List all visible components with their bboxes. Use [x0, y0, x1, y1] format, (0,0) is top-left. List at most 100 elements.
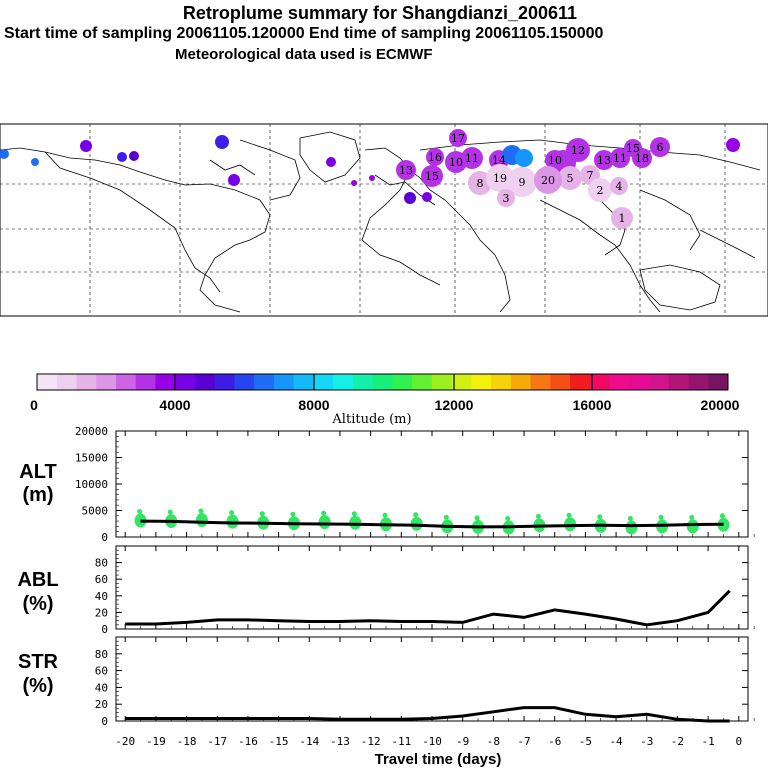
- colorbar-tick-0: 0: [30, 397, 38, 413]
- series-line-abl: [125, 589, 731, 627]
- map-cluster-marker: [468, 171, 492, 195]
- colorbar-swatch: [194, 374, 216, 390]
- colorbar-swatch: [333, 374, 354, 390]
- map-cluster-marker: [461, 147, 483, 169]
- map-cluster-marker: [610, 177, 628, 195]
- map-cluster-label: 3: [503, 192, 510, 205]
- map-cluster-label: 18: [635, 152, 649, 165]
- colorbar-swatch: [649, 374, 670, 390]
- map-cluster-marker: [0, 149, 9, 159]
- str-panel-name: STR: [18, 651, 59, 673]
- map-cluster-label: 7: [587, 169, 594, 182]
- y-tick-label: 5000: [82, 505, 109, 518]
- map-cluster-label: 10: [449, 156, 463, 169]
- map-cluster-marker: [449, 129, 467, 147]
- alt-cluster-point-upper: [137, 509, 143, 515]
- x-tick-label: -8: [487, 735, 500, 748]
- colorbar-swatch: [175, 374, 196, 390]
- map-cluster-label: 15: [425, 170, 439, 183]
- colorbar-swatch: [668, 374, 690, 390]
- alt-cluster-point-upper: [535, 513, 541, 519]
- y-tick-label: 80: [95, 557, 108, 570]
- map-cluster-marker: [80, 140, 92, 152]
- map-cluster-marker: [215, 135, 229, 149]
- map-cluster-label: 6: [657, 141, 664, 154]
- map-cluster-label: 16: [428, 151, 442, 164]
- alt-cluster-point-upper: [597, 514, 603, 520]
- map-cluster-label: 13: [399, 164, 413, 177]
- y-tick-label: 60: [95, 573, 108, 586]
- map-cluster-label: 4: [616, 180, 623, 193]
- map-cluster-marker: [129, 151, 139, 161]
- x-tick-label: 0: [735, 735, 742, 748]
- x-tick-label: -13: [330, 735, 350, 748]
- map-coastlines: [0, 131, 761, 313]
- colorbar-tick-16000: 16000: [573, 397, 612, 413]
- x-tick-label: -12: [361, 735, 381, 748]
- map-cluster-marker: [486, 164, 514, 192]
- alt-cluster-point-upper: [290, 511, 296, 517]
- map-cluster-label: 14: [492, 154, 506, 167]
- colorbar-swatch: [412, 374, 433, 390]
- x-tick-label: -5: [579, 735, 592, 748]
- map-cluster-label: 20: [541, 174, 555, 187]
- x-tick-label: -19: [146, 735, 166, 748]
- x-tick-label: -9: [456, 735, 469, 748]
- x-tick-label: -7: [517, 735, 530, 748]
- panel-abl: 80 60 40 20 0: [95, 545, 755, 636]
- map-cluster-marker: [534, 166, 562, 194]
- map-cluster-marker: [515, 149, 533, 167]
- x-axis-tick-labels: -20 -19 -18 -17 -16 -15 -14 -13 -12 -11 -10 -9 -8 -7-…: [115, 735, 742, 748]
- alt-cluster-point-upper: [719, 513, 725, 519]
- colorbar-swatch: [313, 374, 334, 390]
- map-cluster-marker: [31, 158, 39, 166]
- colorbar-tick-12000: 12000: [435, 397, 474, 413]
- x-tick-label: -4: [609, 735, 623, 748]
- y-tick-label: 20000: [75, 425, 108, 438]
- x-tick-label: -1: [701, 735, 714, 748]
- colorbar-swatch: [214, 374, 235, 390]
- panel-frame: [115, 636, 749, 722]
- series-line-alt: [140, 519, 724, 529]
- colorbar-swatch: [688, 374, 709, 390]
- map-cluster-label: 11: [613, 152, 627, 165]
- x-tick-label: -2: [671, 735, 684, 748]
- map-cluster-label: 10: [548, 154, 562, 167]
- colorbar-swatch: [550, 374, 571, 390]
- alt-cluster-point-upper: [566, 512, 572, 518]
- y-tick-label: 20: [95, 698, 108, 711]
- colorbar-swatch: [96, 374, 117, 390]
- colorbar-tick-4000: 4000: [159, 397, 190, 413]
- colorbar-swatch: [254, 374, 275, 390]
- alt-cluster-point-upper: [259, 511, 265, 517]
- colorbar-swatch: [708, 374, 729, 390]
- y-tick-label: 0: [101, 715, 108, 728]
- map-cluster-label: 12: [571, 144, 585, 157]
- colorbar-swatch: [570, 374, 591, 390]
- colorbar-swatch: [609, 374, 630, 390]
- map-cluster-label: 13: [597, 154, 611, 167]
- panel-frame: [115, 545, 749, 630]
- alt-cluster-point: [349, 515, 362, 530]
- alt-panel-name: ALT: [19, 461, 56, 483]
- x-tick-label: -20: [115, 735, 135, 748]
- map-cluster-marker: [426, 148, 444, 166]
- alt-cluster-point-upper: [474, 515, 480, 521]
- colorbar-swatch: [155, 374, 176, 390]
- y-tick-label: 15000: [75, 452, 108, 465]
- met-data-note: Meteorological data used is ECMWF: [175, 46, 433, 63]
- x-axis-label: Travel time (days): [375, 751, 502, 768]
- colorbar-frame: [36, 373, 729, 391]
- alt-cluster-point: [686, 519, 699, 534]
- map-cluster-label: 1: [619, 212, 626, 225]
- map-cluster-label: 8: [477, 177, 484, 190]
- time-series-panels: 20000 15000 10000 5000 0 80 60 40 20 0 80 60 40 20 0: [75, 425, 755, 728]
- colorbar-swatch: [115, 374, 137, 390]
- x-tick-label: -14: [299, 735, 319, 748]
- colorbar-swatch: [491, 374, 512, 390]
- y-tick-label: 40: [95, 590, 108, 603]
- colorbar-swatch: [37, 374, 58, 390]
